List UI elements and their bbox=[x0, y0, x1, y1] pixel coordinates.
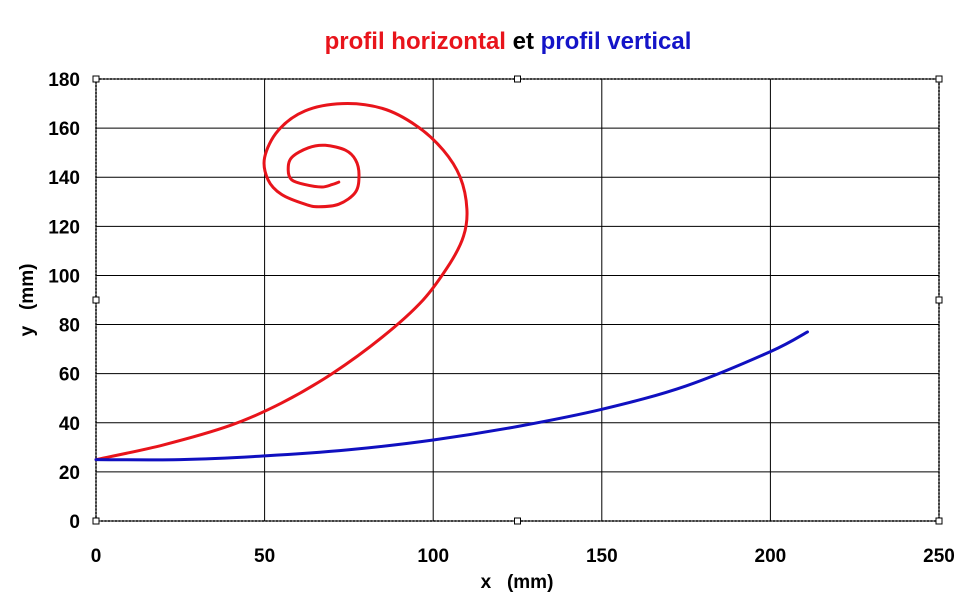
y-tick-label: 40 bbox=[59, 414, 80, 435]
resize-handle[interactable] bbox=[514, 517, 521, 525]
x-axis-label: x (mm) bbox=[481, 572, 554, 593]
x-tick-label: 50 bbox=[254, 546, 275, 567]
y-tick-label: 120 bbox=[48, 217, 80, 238]
y-axis-label: y (mm) bbox=[17, 264, 38, 337]
title-part-et: et bbox=[505, 28, 541, 55]
x-tick-label: 200 bbox=[755, 546, 787, 567]
resize-handle[interactable] bbox=[514, 75, 521, 83]
plot-area-border bbox=[95, 78, 940, 522]
series-layer bbox=[94, 102, 809, 462]
title-part-vertical: profil vertical bbox=[540, 28, 692, 55]
y-tick-label: 180 bbox=[48, 70, 80, 91]
series-line-horizontal bbox=[94, 102, 469, 462]
resize-handle[interactable] bbox=[935, 517, 943, 525]
resize-handle[interactable] bbox=[92, 75, 100, 83]
resize-handle[interactable] bbox=[92, 296, 100, 304]
x-tick-label: 250 bbox=[923, 546, 955, 567]
y-tick-label: 0 bbox=[69, 512, 80, 533]
y-tick-label: 160 bbox=[48, 119, 80, 140]
x-tick-label: 100 bbox=[417, 546, 449, 567]
y-tick-label: 100 bbox=[48, 266, 80, 287]
resize-handle[interactable] bbox=[935, 75, 943, 83]
x-axis-ticks: 0 50 100 150 200 250 bbox=[91, 546, 955, 567]
series-line-vertical bbox=[94, 330, 809, 462]
selection-handles bbox=[92, 75, 943, 525]
y-axis-ticks: 0 20 40 60 80 100 120 140 160 180 bbox=[48, 70, 80, 533]
resize-handle[interactable] bbox=[92, 517, 100, 525]
resize-handle[interactable] bbox=[935, 296, 943, 304]
grid-lines bbox=[95, 78, 940, 522]
title-part-horizontal: profil horizontal bbox=[324, 28, 506, 55]
x-tick-label: 0 bbox=[91, 546, 102, 567]
y-tick-label: 60 bbox=[59, 365, 80, 386]
chart-title: profil horizontal et profil vertical bbox=[0, 28, 977, 56]
y-tick-label: 80 bbox=[59, 316, 80, 337]
y-tick-label: 140 bbox=[48, 168, 80, 189]
y-tick-label: 20 bbox=[59, 463, 80, 484]
x-tick-label: 150 bbox=[586, 546, 618, 567]
